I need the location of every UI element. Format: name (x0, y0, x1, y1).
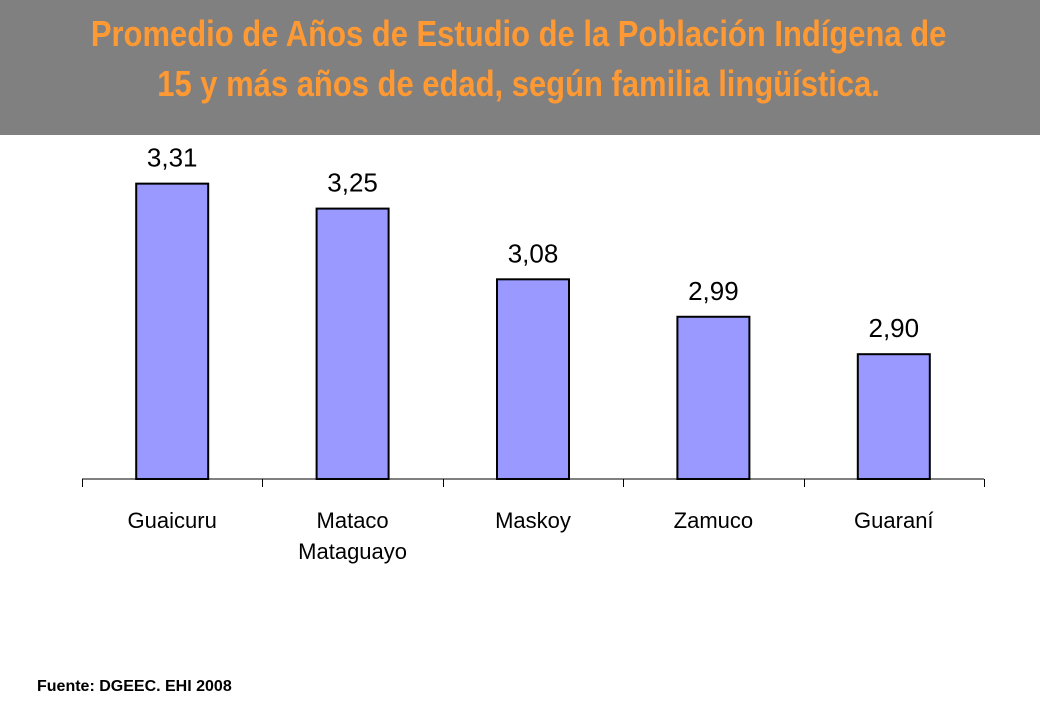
category-label: Zamuco (674, 508, 753, 533)
title-banner: Promedio de Años de Estudio de la Poblac… (0, 0, 1040, 135)
bar (856, 353, 931, 481)
category-label: Guaraní (854, 508, 934, 533)
bar (496, 278, 570, 480)
bar (676, 315, 751, 481)
data-label: 3,25 (327, 168, 378, 198)
x-axis (82, 478, 985, 487)
category-label: Mataco (317, 508, 389, 533)
data-label: 2,99 (688, 276, 739, 306)
category-label: Maskoy (495, 508, 571, 533)
chart-title-line-1: Promedio de Años de Estudio de la Poblac… (90, 13, 947, 54)
bar (135, 182, 210, 480)
source-note: Fuente: DGEEC. EHI 2008 (37, 678, 232, 695)
data-label: 3,31 (147, 143, 198, 173)
bar (315, 207, 390, 480)
category-label: Guaicuru (128, 508, 217, 533)
data-label: 3,08 (508, 238, 559, 268)
labels-layer: 3,31 Guaicuru 3,25 Mataco Mataguayo 3,08 Masko… (128, 143, 934, 564)
chart-title-line-2: 15 y más años de edad, según familia lin… (157, 63, 880, 104)
data-label: 2,90 (868, 313, 919, 343)
bars-layer (135, 182, 931, 481)
category-label: Mataguayo (298, 539, 407, 564)
